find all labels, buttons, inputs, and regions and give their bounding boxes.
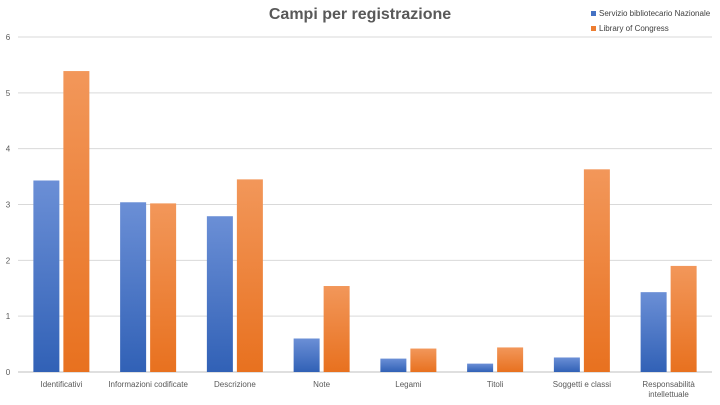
y-tick-label-2: 2 xyxy=(6,256,11,265)
x-tick-label-6: Soggetti e classi xyxy=(553,380,611,389)
y-tick-label-4: 4 xyxy=(6,145,11,154)
legend-item-loc: Library of Congress xyxy=(591,21,710,36)
bar-loc-0 xyxy=(63,71,90,372)
bar-loc-6 xyxy=(583,169,610,372)
x-tick-label-4: Legami xyxy=(395,380,421,389)
bar-sbn-0 xyxy=(33,180,60,372)
x-tick-label-1: Informazioni codificate xyxy=(108,380,188,389)
bar-loc-7 xyxy=(670,265,697,372)
y-tick-label-0: 0 xyxy=(6,368,11,377)
y-axis-ticks: 0 1 2 3 4 5 6 xyxy=(6,33,11,377)
legend-swatch-sbn xyxy=(591,11,596,16)
x-tick-label-3: Note xyxy=(313,380,330,389)
x-tick-label-2: Descrizione xyxy=(214,380,256,389)
bar-loc-4 xyxy=(410,348,437,372)
x-tick-label-7: Responsabilità intellettuale xyxy=(642,380,695,399)
chart-legend: Servizio bibliotecario Nazionale Library… xyxy=(591,6,710,36)
bar-sbn-7 xyxy=(640,292,667,372)
x-axis-ticks: Identificativi Informazioni codificate Des… xyxy=(40,380,695,399)
bar-sbn-4 xyxy=(380,358,407,372)
legend-label-loc: Library of Congress xyxy=(599,24,669,33)
legend-item-sbn: Servizio bibliotecario Nazionale xyxy=(591,6,710,21)
bar-sbn-1 xyxy=(120,202,147,372)
bar-loc-1 xyxy=(150,203,177,372)
bar-sbn-5 xyxy=(467,363,494,372)
bar-loc-5 xyxy=(497,347,524,372)
x-tick-label-0: Identificativi xyxy=(40,380,82,389)
bars xyxy=(33,71,697,372)
bar-sbn-3 xyxy=(293,338,320,372)
x-tick-label-5: Titoli xyxy=(487,380,504,389)
y-tick-label-1: 1 xyxy=(6,312,11,321)
bar-loc-3 xyxy=(323,286,350,372)
y-tick-label-6: 6 xyxy=(6,33,11,42)
bar-loc-2 xyxy=(236,179,263,372)
bar-sbn-2 xyxy=(206,216,233,372)
y-tick-label-3: 3 xyxy=(6,201,11,210)
chart-title: Campi per registrazione xyxy=(268,6,452,23)
legend-label-sbn: Servizio bibliotecario Nazionale xyxy=(599,9,711,18)
bar-sbn-6 xyxy=(553,357,580,372)
y-tick-label-5: 5 xyxy=(6,89,11,98)
legend-swatch-loc xyxy=(591,26,596,31)
